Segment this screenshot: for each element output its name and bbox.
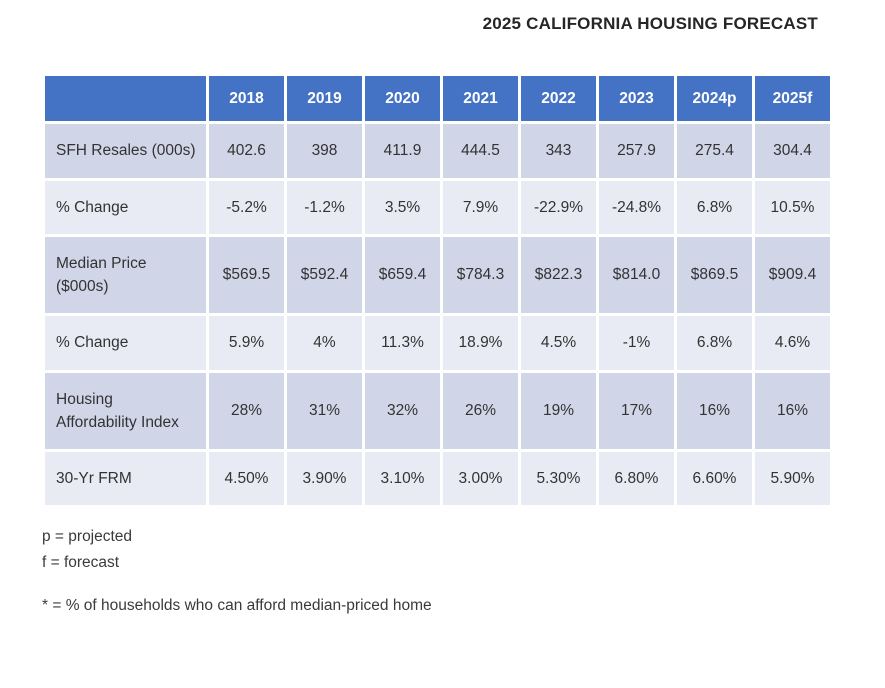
- value-cell: 32%: [362, 369, 443, 452]
- value-cell: $569.5: [206, 233, 287, 317]
- table-body: SFH Resales (000s) 402.6 398 411.9 444.5 343 2…: [42, 121, 833, 509]
- value-cell: 398: [284, 121, 365, 181]
- row-label-cell: SFH Resales (000s): [42, 121, 209, 181]
- page-title: 2025 CALIFORNIA HOUSING FORECAST: [482, 14, 818, 33]
- value-cell: 28%: [206, 369, 287, 452]
- value-cell: $909.4: [752, 233, 833, 317]
- year-header-cell: 2021: [440, 72, 521, 125]
- value-cell: -1.2%: [284, 177, 365, 237]
- value-cell: $592.4: [284, 233, 365, 317]
- value-cell: 3.00%: [440, 448, 521, 509]
- value-cell: 10.5%: [752, 177, 833, 237]
- value-cell: 4.6%: [752, 313, 833, 373]
- value-cell: 6.8%: [674, 177, 755, 237]
- year-header-cell: 2022: [518, 72, 599, 125]
- value-cell: 6.60%: [674, 448, 755, 509]
- row-label-cell: 30-Yr FRM: [42, 448, 209, 509]
- row-label-cell: % Change: [42, 313, 209, 373]
- value-cell: 16%: [674, 369, 755, 452]
- value-cell: 5.9%: [206, 313, 287, 373]
- value-cell: 31%: [284, 369, 365, 452]
- header-row: 2018 2019 2020 2021 2022 2023 2024p 2025f: [42, 72, 833, 125]
- value-cell: 11.3%: [362, 313, 443, 373]
- row-label-cell: Housing Affordability Index: [42, 369, 209, 452]
- table-row: % Change 5.9% 4% 11.3% 18.9% 4.5% -1% 6.8% 4.6%: [42, 313, 833, 373]
- value-cell: 411.9: [362, 121, 443, 181]
- value-cell: -1%: [596, 313, 677, 373]
- value-cell: 17%: [596, 369, 677, 452]
- value-cell: 4%: [284, 313, 365, 373]
- value-cell: 5.90%: [752, 448, 833, 509]
- value-cell: 4.50%: [206, 448, 287, 509]
- value-cell: 3.90%: [284, 448, 365, 509]
- value-cell: 402.6: [206, 121, 287, 181]
- year-header-cell: 2018: [206, 72, 287, 125]
- value-cell: $869.5: [674, 233, 755, 317]
- forecast-table: 2018 2019 2020 2021 2022 2023 2024p 2025f SFH R…: [42, 72, 833, 509]
- value-cell: -24.8%: [596, 177, 677, 237]
- value-cell: 3.10%: [362, 448, 443, 509]
- value-cell: 4.5%: [518, 313, 599, 373]
- value-cell: 7.9%: [440, 177, 521, 237]
- year-header-cell: 2019: [284, 72, 365, 125]
- footnotes: p = projected f = forecast * = % of hous…: [42, 524, 885, 619]
- value-cell: 5.30%: [518, 448, 599, 509]
- value-cell: 16%: [752, 369, 833, 452]
- table-row: 30-Yr FRM 4.50% 3.90% 3.10% 3.00% 5.30% 6.80% 6…: [42, 448, 833, 509]
- value-cell: -5.2%: [206, 177, 287, 237]
- value-cell: 444.5: [440, 121, 521, 181]
- value-cell: $784.3: [440, 233, 521, 317]
- value-cell: 6.80%: [596, 448, 677, 509]
- value-cell: $822.3: [518, 233, 599, 317]
- table-row: Median Price ($000s) $569.5 $592.4 $659.4 $7…: [42, 233, 833, 317]
- year-header-cell: 2023: [596, 72, 677, 125]
- table-row: % Change -5.2% -1.2% 3.5% 7.9% -22.9% -24.8% 6.…: [42, 177, 833, 237]
- table-row: SFH Resales (000s) 402.6 398 411.9 444.5 343 2…: [42, 121, 833, 181]
- value-cell: 304.4: [752, 121, 833, 181]
- value-cell: $814.0: [596, 233, 677, 317]
- value-cell: 19%: [518, 369, 599, 452]
- year-header-cell: 2025f: [752, 72, 833, 125]
- value-cell: 6.8%: [674, 313, 755, 373]
- footnote-projected: p = projected: [42, 528, 133, 546]
- table-row: Housing Affordability Index 28% 31% 32% 26% 1…: [42, 369, 833, 452]
- value-cell: 257.9: [596, 121, 677, 181]
- value-cell: $659.4: [362, 233, 443, 317]
- value-cell: -22.9%: [518, 177, 599, 237]
- value-cell: 18.9%: [440, 313, 521, 373]
- value-cell: 26%: [440, 369, 521, 452]
- value-cell: 343: [518, 121, 599, 181]
- corner-cell: [42, 72, 209, 125]
- year-header-cell: 2024p: [674, 72, 755, 125]
- row-label-cell: % Change: [42, 177, 209, 237]
- footnote-forecast: f = forecast: [42, 553, 120, 571]
- value-cell: 275.4: [674, 121, 755, 181]
- value-cell: 3.5%: [362, 177, 443, 237]
- year-header-cell: 2020: [362, 72, 443, 125]
- footnote-affordability: * = % of households who can afford media…: [42, 597, 432, 615]
- row-label-cell: Median Price ($000s): [42, 233, 209, 317]
